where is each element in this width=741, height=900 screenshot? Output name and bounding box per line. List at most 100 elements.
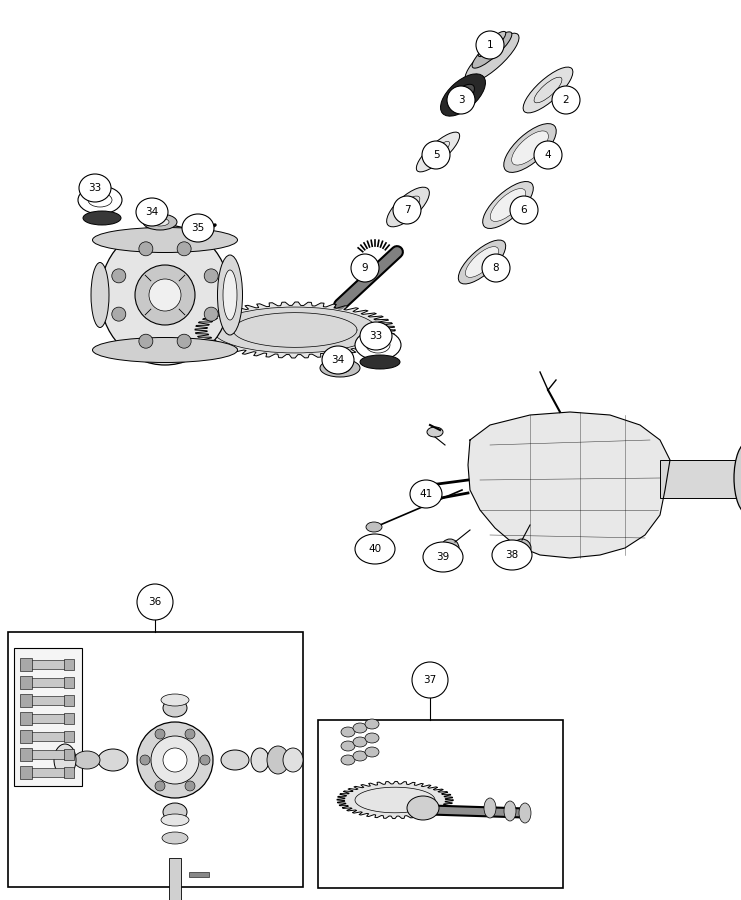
Ellipse shape bbox=[427, 141, 450, 163]
Text: 33: 33 bbox=[369, 331, 382, 341]
Circle shape bbox=[177, 242, 191, 256]
Ellipse shape bbox=[83, 211, 121, 225]
Ellipse shape bbox=[218, 255, 242, 335]
Ellipse shape bbox=[458, 240, 505, 284]
Ellipse shape bbox=[465, 33, 519, 83]
Ellipse shape bbox=[410, 480, 442, 508]
Ellipse shape bbox=[320, 359, 360, 377]
Ellipse shape bbox=[465, 247, 499, 277]
Circle shape bbox=[510, 196, 538, 224]
Ellipse shape bbox=[91, 263, 109, 328]
Ellipse shape bbox=[365, 719, 379, 729]
Circle shape bbox=[139, 334, 153, 348]
Bar bbox=[20, 676, 32, 689]
Ellipse shape bbox=[341, 727, 355, 737]
Ellipse shape bbox=[355, 330, 401, 360]
Text: 37: 37 bbox=[423, 675, 436, 685]
Ellipse shape bbox=[407, 796, 439, 820]
Ellipse shape bbox=[519, 803, 531, 823]
Text: 1: 1 bbox=[487, 40, 494, 50]
Text: 41: 41 bbox=[419, 489, 433, 499]
Circle shape bbox=[393, 196, 421, 224]
Ellipse shape bbox=[353, 737, 367, 747]
Text: 35: 35 bbox=[191, 223, 205, 233]
Circle shape bbox=[482, 254, 510, 282]
Ellipse shape bbox=[366, 522, 382, 532]
Circle shape bbox=[205, 269, 218, 283]
Circle shape bbox=[177, 334, 191, 348]
Circle shape bbox=[447, 86, 475, 114]
Circle shape bbox=[135, 265, 195, 325]
Circle shape bbox=[155, 729, 165, 739]
Ellipse shape bbox=[54, 744, 76, 776]
Ellipse shape bbox=[353, 723, 367, 733]
Ellipse shape bbox=[427, 427, 443, 437]
Ellipse shape bbox=[355, 534, 395, 564]
Ellipse shape bbox=[100, 225, 230, 365]
Ellipse shape bbox=[423, 542, 463, 572]
Ellipse shape bbox=[534, 77, 562, 103]
Bar bbox=[318, 720, 563, 888]
Ellipse shape bbox=[330, 363, 350, 373]
Circle shape bbox=[185, 781, 195, 791]
Circle shape bbox=[185, 729, 195, 739]
Bar bbox=[22, 714, 68, 723]
Ellipse shape bbox=[360, 355, 400, 369]
Ellipse shape bbox=[162, 832, 188, 844]
Text: 38: 38 bbox=[505, 550, 519, 560]
Circle shape bbox=[534, 141, 562, 169]
Ellipse shape bbox=[182, 214, 214, 242]
Bar bbox=[64, 731, 74, 742]
Ellipse shape bbox=[341, 741, 355, 751]
Bar bbox=[22, 696, 68, 705]
Text: 33: 33 bbox=[88, 183, 102, 193]
Polygon shape bbox=[195, 302, 395, 358]
Ellipse shape bbox=[366, 337, 390, 353]
Ellipse shape bbox=[492, 540, 532, 570]
Text: 39: 39 bbox=[436, 552, 450, 562]
Bar bbox=[20, 694, 32, 707]
Text: 6: 6 bbox=[521, 205, 528, 215]
Ellipse shape bbox=[341, 755, 355, 765]
Polygon shape bbox=[337, 781, 453, 819]
Ellipse shape bbox=[267, 746, 289, 774]
Bar bbox=[20, 748, 32, 761]
Circle shape bbox=[441, 539, 459, 557]
Ellipse shape bbox=[353, 751, 367, 761]
Bar bbox=[64, 749, 74, 760]
Ellipse shape bbox=[161, 694, 189, 706]
Ellipse shape bbox=[93, 228, 238, 253]
Ellipse shape bbox=[734, 442, 741, 514]
Ellipse shape bbox=[472, 32, 512, 68]
Bar bbox=[20, 730, 32, 743]
Ellipse shape bbox=[283, 748, 303, 772]
Ellipse shape bbox=[365, 747, 379, 757]
Ellipse shape bbox=[136, 198, 168, 226]
Circle shape bbox=[139, 242, 153, 256]
Text: 7: 7 bbox=[404, 205, 411, 215]
Ellipse shape bbox=[163, 803, 187, 821]
Text: 5: 5 bbox=[433, 150, 439, 160]
Ellipse shape bbox=[451, 85, 474, 105]
Ellipse shape bbox=[416, 132, 459, 172]
Ellipse shape bbox=[161, 814, 189, 826]
Circle shape bbox=[205, 307, 218, 321]
Ellipse shape bbox=[322, 346, 354, 374]
Bar bbox=[22, 750, 68, 759]
Text: 34: 34 bbox=[145, 207, 159, 217]
Bar bbox=[64, 767, 74, 778]
Ellipse shape bbox=[78, 186, 122, 214]
Ellipse shape bbox=[98, 749, 128, 771]
Ellipse shape bbox=[143, 214, 177, 230]
Circle shape bbox=[163, 748, 187, 772]
Circle shape bbox=[140, 755, 150, 765]
Circle shape bbox=[137, 584, 173, 620]
Text: 36: 36 bbox=[148, 597, 162, 607]
Polygon shape bbox=[468, 412, 670, 558]
Bar bbox=[64, 713, 74, 724]
Circle shape bbox=[137, 722, 213, 798]
Circle shape bbox=[351, 254, 379, 282]
Ellipse shape bbox=[365, 733, 379, 743]
Ellipse shape bbox=[396, 196, 420, 218]
Circle shape bbox=[112, 269, 126, 283]
